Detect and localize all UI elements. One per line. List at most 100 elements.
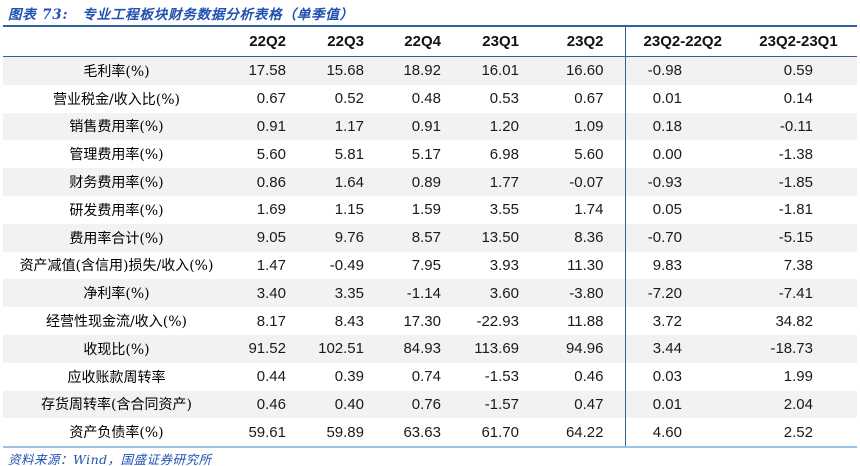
row-label-header-cell bbox=[3, 26, 230, 57]
table-row: 毛利率(%) 17.58 15.68 18.92 16.01 16.60 -0.98 0.59 bbox=[3, 56, 857, 85]
value-cell: 0.44 bbox=[256, 368, 286, 386]
table-row: 研发费用率(%) 1.69 1.15 1.59 3.55 1.74 0.05 -1.81 bbox=[3, 195, 857, 224]
value-cell: 0.59 bbox=[783, 62, 813, 80]
value-cell: 3.93 bbox=[489, 256, 519, 274]
value-cell: 61.70 bbox=[481, 423, 519, 441]
row-label: 收现比(%) bbox=[83, 341, 150, 358]
table-row: 资产减值(含信用)损失/收入(%) 1.47 -0.49 7.95 3.93 11.30 9… bbox=[3, 251, 857, 280]
value-cell: 102.51 bbox=[318, 340, 364, 358]
value-cell: 3.72 bbox=[624, 307, 740, 335]
column-header-22q2: 22Q2 bbox=[230, 26, 307, 57]
value-cell: 2.04 bbox=[783, 395, 813, 413]
column-header-22q3: 22Q3 bbox=[307, 26, 385, 57]
value-cell: 0.47 bbox=[574, 395, 604, 413]
value-cell: 5.81 bbox=[334, 145, 364, 163]
value-cell: 91.52 bbox=[248, 340, 286, 358]
value-cell: 3.55 bbox=[489, 201, 519, 219]
row-label: 资产减值(含信用)损失/收入(%) bbox=[19, 258, 214, 275]
table-row: 资产负债率(%) 59.61 59.89 63.63 61.70 64.22 4.60 2.5… bbox=[3, 418, 857, 448]
value-cell: -3.80 bbox=[569, 284, 604, 302]
value-cell: 3.60 bbox=[489, 284, 519, 302]
value-cell: 1.47 bbox=[256, 256, 286, 274]
table-row: 收现比(%) 91.52 102.51 84.93 113.69 94.96 3.44 -18… bbox=[3, 334, 857, 363]
value-cell: 64.22 bbox=[565, 423, 604, 441]
value-cell: 113.69 bbox=[474, 340, 519, 358]
value-cell: -5.15 bbox=[778, 229, 813, 247]
value-cell: 0.40 bbox=[334, 395, 364, 413]
table-row: 应收账款周转率 0.44 0.39 0.74 -1.53 0.46 0.03 1.99 bbox=[3, 362, 857, 391]
value-cell: 16.01 bbox=[481, 62, 519, 80]
source-note: 资料来源：Wind，国盛证券研究所 bbox=[8, 452, 212, 466]
value-cell: 9.83 bbox=[624, 251, 740, 280]
value-cell: 0.67 bbox=[574, 90, 604, 108]
value-cell: -18.73 bbox=[770, 340, 813, 358]
row-label: 销售费用率(%) bbox=[69, 119, 164, 136]
value-cell: 94.96 bbox=[565, 340, 604, 358]
value-cell: 0.46 bbox=[574, 368, 604, 386]
value-cell: 0.91 bbox=[256, 117, 286, 135]
value-cell: -7.41 bbox=[778, 284, 813, 302]
value-cell: 0.14 bbox=[783, 90, 813, 108]
table-body: 毛利率(%) 17.58 15.68 18.92 16.01 16.60 -0.98 0.59… bbox=[3, 56, 857, 448]
row-label: 管理费用率(%) bbox=[69, 147, 164, 164]
value-cell: 0.67 bbox=[256, 90, 286, 108]
value-cell: 0.18 bbox=[624, 112, 740, 141]
value-cell: 0.00 bbox=[624, 140, 740, 169]
value-cell: 9.76 bbox=[334, 229, 364, 247]
row-label: 应收账款周转率 bbox=[67, 369, 166, 386]
row-label: 毛利率(%) bbox=[83, 63, 150, 80]
value-cell: 11.88 bbox=[567, 312, 604, 330]
value-cell: 0.03 bbox=[624, 362, 740, 391]
value-cell: 15.68 bbox=[326, 62, 364, 80]
value-cell: 11.30 bbox=[567, 256, 604, 274]
value-cell: 1.99 bbox=[783, 368, 813, 386]
value-cell: -22.93 bbox=[476, 312, 519, 330]
value-cell: 1.09 bbox=[574, 117, 604, 135]
row-label: 研发费用率(%) bbox=[69, 202, 164, 219]
row-label: 经营性现金流/收入(%) bbox=[46, 314, 187, 331]
column-header-22q4: 22Q4 bbox=[385, 26, 462, 57]
value-cell: 8.57 bbox=[411, 229, 441, 247]
figure-title: 图表 73: 专业工程板块财务数据分析表格（单季值） bbox=[8, 3, 354, 23]
value-cell: -0.70 bbox=[624, 223, 740, 252]
row-label: 财务费用率(%) bbox=[69, 175, 164, 192]
value-cell: -1.57 bbox=[484, 395, 519, 413]
value-cell: 59.61 bbox=[248, 423, 286, 441]
value-cell: 4.60 bbox=[624, 418, 740, 448]
value-cell: 3.44 bbox=[624, 334, 740, 363]
value-cell: 1.59 bbox=[411, 201, 441, 219]
value-cell: 0.53 bbox=[489, 90, 519, 108]
value-cell: 59.89 bbox=[326, 423, 364, 441]
value-cell: 0.01 bbox=[624, 390, 740, 419]
value-cell: -0.93 bbox=[624, 168, 740, 196]
value-cell: -0.49 bbox=[329, 256, 364, 274]
value-cell: 3.35 bbox=[334, 284, 364, 302]
column-header-23q2-22q2: 23Q2-22Q2 bbox=[624, 26, 740, 57]
value-cell: 1.20 bbox=[489, 117, 519, 135]
value-cell: 0.46 bbox=[256, 395, 286, 413]
value-cell: 0.74 bbox=[411, 368, 441, 386]
table-row: 存货周转率(含合同资产) 0.46 0.40 0.76 -1.57 0.47 0.01 2.0… bbox=[3, 390, 857, 419]
value-cell: 1.77 bbox=[489, 173, 519, 191]
value-cell: 1.15 bbox=[334, 201, 364, 219]
value-cell: 6.98 bbox=[489, 145, 519, 163]
value-cell: 5.60 bbox=[256, 145, 286, 163]
value-cell: 7.95 bbox=[411, 256, 441, 274]
value-cell: 1.69 bbox=[256, 201, 286, 219]
value-cell: 84.93 bbox=[403, 340, 441, 358]
value-cell: -0.98 bbox=[624, 56, 740, 85]
value-cell: 63.63 bbox=[403, 423, 441, 441]
table-row: 财务费用率(%) 0.86 1.64 0.89 1.77 -0.07 -0.93 -1.85 bbox=[3, 168, 857, 196]
table-row: 经营性现金流/收入(%) 8.17 8.43 17.30 -22.93 11.88 3.72… bbox=[3, 307, 857, 335]
table-row: 管理费用率(%) 5.60 5.81 5.17 6.98 5.60 0.00 -1.38 bbox=[3, 140, 857, 169]
value-cell: 9.05 bbox=[256, 229, 286, 247]
value-cell: -7.20 bbox=[624, 279, 740, 308]
value-cell: -0.11 bbox=[779, 117, 813, 135]
row-label: 资产负债率(%) bbox=[69, 425, 164, 442]
value-cell: 16.60 bbox=[565, 62, 604, 80]
value-cell: 8.17 bbox=[256, 312, 286, 330]
value-cell: 0.86 bbox=[256, 173, 286, 191]
table-row: 费用率合计(%) 9.05 9.76 8.57 13.50 8.36 -0.70 -5.15 bbox=[3, 223, 857, 252]
value-cell: 0.01 bbox=[624, 84, 740, 113]
